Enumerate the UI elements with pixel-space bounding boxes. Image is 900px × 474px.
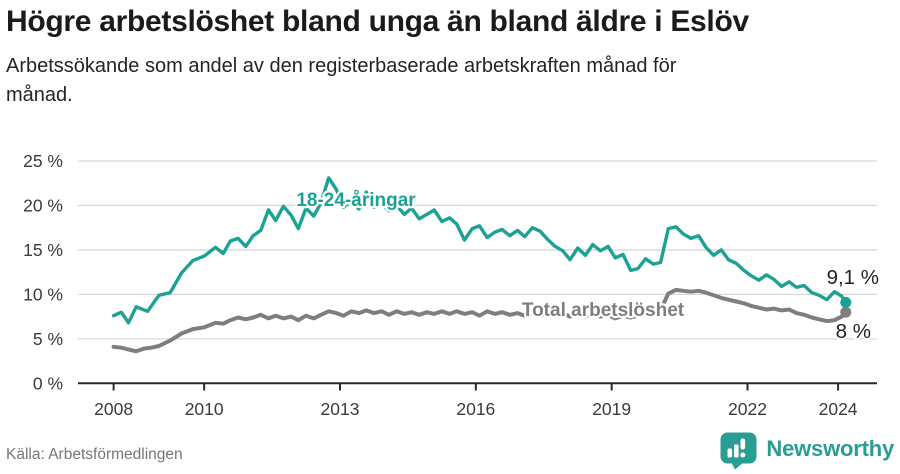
x-axis-tick-label: 2008: [94, 399, 133, 419]
chart-subtitle-line2: månad.: [6, 84, 73, 106]
series-end-dot-total: [840, 306, 852, 318]
series-end-value-total: 8 %: [836, 320, 871, 343]
chart-subtitle: Arbetssökande som andel av den registerb…: [6, 52, 894, 110]
page-title: Högre arbetslöshet bland unga än bland ä…: [6, 5, 749, 38]
series-label-total: Total arbetslöshet: [522, 300, 685, 321]
x-axis-tick-label: 2016: [456, 399, 495, 419]
x-axis-tick-label: 2022: [728, 399, 767, 419]
series-end-dot-youth: [840, 296, 852, 308]
y-axis-tick-label: 25 %: [23, 151, 63, 171]
newsworthy-wordmark: Newsworthy: [766, 436, 894, 461]
y-axis-tick-label: 5 %: [33, 329, 63, 349]
x-axis-tick-label: 2019: [592, 399, 631, 419]
y-axis-tick-label: 20 %: [23, 195, 63, 215]
series-label-youth: 18-24-åringar: [296, 190, 416, 211]
chart-footer: Källa: Arbetsförmedlingen Newsworthy: [6, 431, 894, 470]
x-axis-tick-label: 2024: [819, 399, 858, 419]
series-line-total: [111, 287, 848, 354]
x-axis-tick-label: 2010: [185, 399, 224, 419]
chart-header: Högre arbetslöshet bland unga än bland ä…: [6, 4, 894, 110]
y-axis-tick-label: 10 %: [23, 284, 63, 304]
chart-subtitle-line1: Arbetssökande som andel av den registerb…: [6, 55, 677, 77]
series-end-value-youth: 9,1 %: [827, 266, 879, 289]
source-note: Källa: Arbetsförmedlingen: [6, 446, 183, 463]
series-line-youth: [111, 176, 848, 325]
y-axis-tick-label: 15 %: [23, 240, 63, 260]
x-axis-tick-label: 2013: [321, 399, 360, 419]
y-axis-tick-label: 0 %: [33, 373, 63, 393]
newsworthy-bubble-chart-icon: [720, 432, 757, 470]
newsworthy-logo[interactable]: Newsworthy: [719, 431, 894, 470]
